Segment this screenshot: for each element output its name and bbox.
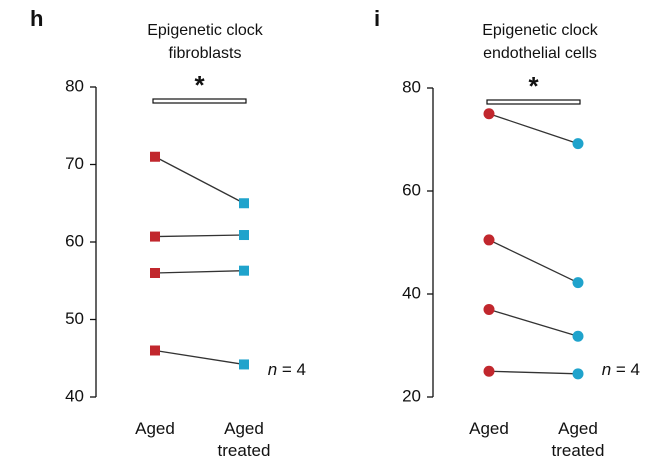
point [150,231,160,242]
y-tick-label: 20 [402,386,421,405]
chart-title: Epigenetic clock endothelial cells [482,22,599,62]
significance-label: * [528,71,539,101]
point [572,138,584,150]
significance-label: * [194,70,205,100]
y-tick-label: 60 [65,231,84,250]
significance-bar [152,98,247,104]
point [483,303,495,315]
point [150,345,160,356]
point [572,277,584,289]
x-tick-label: Aged treated [552,419,605,460]
y-tick-label: 50 [65,309,84,328]
point [150,268,160,278]
pair-line [154,270,245,274]
point [239,198,249,209]
panel-letter: h [30,6,43,31]
annotation: n = 4 [602,360,640,379]
chart-title: Epigenetic clock fibroblasts [147,22,264,62]
significance-bar [486,99,581,105]
pair-line [154,234,245,238]
pair-line [488,370,579,375]
x-tick-label: Aged [469,419,509,438]
annotation: n = 4 [268,360,306,379]
panel-letter: i [374,6,380,31]
pair-line [488,239,579,284]
y-tick-label: 80 [402,77,421,96]
x-tick-label: Aged treated [218,419,271,460]
pair-line [488,113,579,145]
pair-line [154,349,245,366]
point [483,108,495,120]
point [150,151,160,162]
y-tick-label: 40 [402,283,421,302]
point [239,230,249,241]
y-tick-label: 40 [65,386,84,405]
point [483,365,495,377]
y-tick-label: 60 [402,180,421,199]
point [239,265,249,276]
x-tick-label: Aged [135,419,175,438]
point [572,330,584,342]
pair-line [488,308,579,337]
point [483,234,495,246]
y-tick-label: 80 [65,76,84,95]
pair-line [154,156,245,204]
y-tick-label: 70 [65,154,84,173]
point [239,359,249,370]
point [572,368,584,380]
